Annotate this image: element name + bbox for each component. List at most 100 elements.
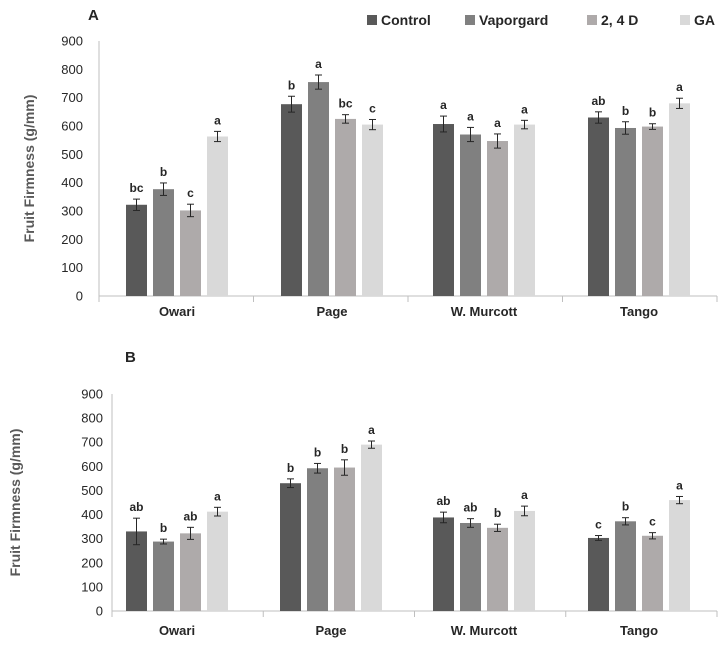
significance-label: ab [436,494,450,508]
significance-label: c [369,101,376,115]
bar-vaporgard [460,522,481,611]
significance-label: a [368,423,375,437]
significance-label: a [214,489,221,503]
significance-label: a [521,102,528,116]
x-tick-label: Owari [159,623,195,638]
significance-label: c [187,186,194,200]
y-tick-label: 100 [61,260,83,275]
bar-2-4-d [180,210,201,296]
bar-2-4-d [335,118,356,297]
legend-label: 2, 4 D [601,12,638,28]
significance-label: b [287,461,294,475]
significance-label: b [314,445,321,459]
significance-label: b [622,500,629,514]
y-tick-label: 400 [81,507,103,522]
significance-label: b [622,104,629,118]
bar-ga [361,444,382,611]
legend-swatch [680,15,690,25]
y-tick-label: 500 [61,147,83,162]
x-tick-label: Page [316,304,347,319]
bar-control [588,537,609,611]
significance-label: a [676,478,683,492]
bar-2-4-d [487,527,508,611]
bar-ga [207,511,228,611]
y-tick-label: 300 [81,531,103,546]
bar-2-4-d [642,535,663,611]
bar-vaporgard [615,127,636,296]
x-tick-label: Tango [620,623,658,638]
bar-control [433,124,454,297]
y-tick-label: 900 [61,34,83,49]
legend-label: GA [694,12,715,28]
y-tick-label: 600 [81,459,103,474]
significance-label: ab [129,500,143,514]
significance-label: a [467,109,474,123]
bar-vaporgard [615,521,636,611]
y-tick-label: 0 [76,289,83,304]
bar-vaporgard [153,189,174,296]
bar-control [126,204,147,296]
x-tick-label: W. Murcott [451,623,518,638]
significance-label: c [595,518,602,532]
bar-ga [514,510,535,611]
significance-label: bc [129,181,143,195]
bar-vaporgard [153,541,174,611]
x-tick-label: W. Murcott [451,304,518,319]
significance-label: a [214,113,221,127]
y-tick-label: 300 [61,204,83,219]
significance-label: a [440,98,447,112]
bar-2-4-d [334,467,355,611]
y-tick-label: 200 [81,555,103,570]
chart-panel-b: B Fruit Firmness (g/mm) 0 100 200 300 400 500 60… [7,349,718,638]
significance-label: bc [338,97,352,111]
y-tick-label: 200 [61,232,83,247]
bar-ga [207,136,228,296]
significance-label: a [521,488,528,502]
bar-vaporgard [307,468,328,611]
x-tick-label: Tango [620,304,658,319]
bar-2-4-d [642,126,663,296]
significance-label: a [494,116,501,130]
y-tick-label: 400 [61,175,83,190]
panel-letter: A [88,7,99,24]
bar-2-4-d [180,533,201,611]
significance-label: b [160,165,167,179]
bar-2-4-d [487,141,508,296]
y-tick-label: 100 [81,579,103,594]
y-tick-label: 800 [61,62,83,77]
bar-control [433,517,454,611]
bar-control [588,117,609,296]
bar-control [280,483,301,611]
y-tick-label: 700 [61,90,83,105]
bar-control [281,104,302,296]
significance-label: b [160,521,167,535]
legend-swatch [587,15,597,25]
significance-label: b [288,78,295,92]
legend-label: Vaporgard [479,12,548,28]
y-tick-label: 600 [61,119,83,134]
panel-letter: B [125,349,136,366]
y-tick-label: 700 [81,435,103,450]
bar-vaporgard [308,82,329,296]
x-tick-label: Page [315,623,346,638]
y-axis-label: Fruit Firmness (g/mm) [7,429,23,577]
y-tick-label: 0 [96,604,103,619]
significance-label: b [494,506,501,520]
bar-ga [669,103,690,296]
bar-vaporgard [460,134,481,296]
y-tick-label: 800 [81,411,103,426]
y-axis-label: Fruit Firmness (g/mm) [21,95,37,243]
chart-panel-a: A Fruit Firmness (g/mm) 0 100 200 300 400 500 60… [21,7,718,319]
legend-label: Control [381,12,431,28]
legend-swatch [465,15,475,25]
x-tick-label: Owari [159,304,195,319]
significance-label: ab [591,94,605,108]
significance-label: a [315,57,322,71]
significance-label: ab [183,509,197,523]
bar-ga [514,124,535,296]
bar-control [126,531,147,611]
significance-label: c [649,515,656,529]
significance-label: ab [463,501,477,515]
